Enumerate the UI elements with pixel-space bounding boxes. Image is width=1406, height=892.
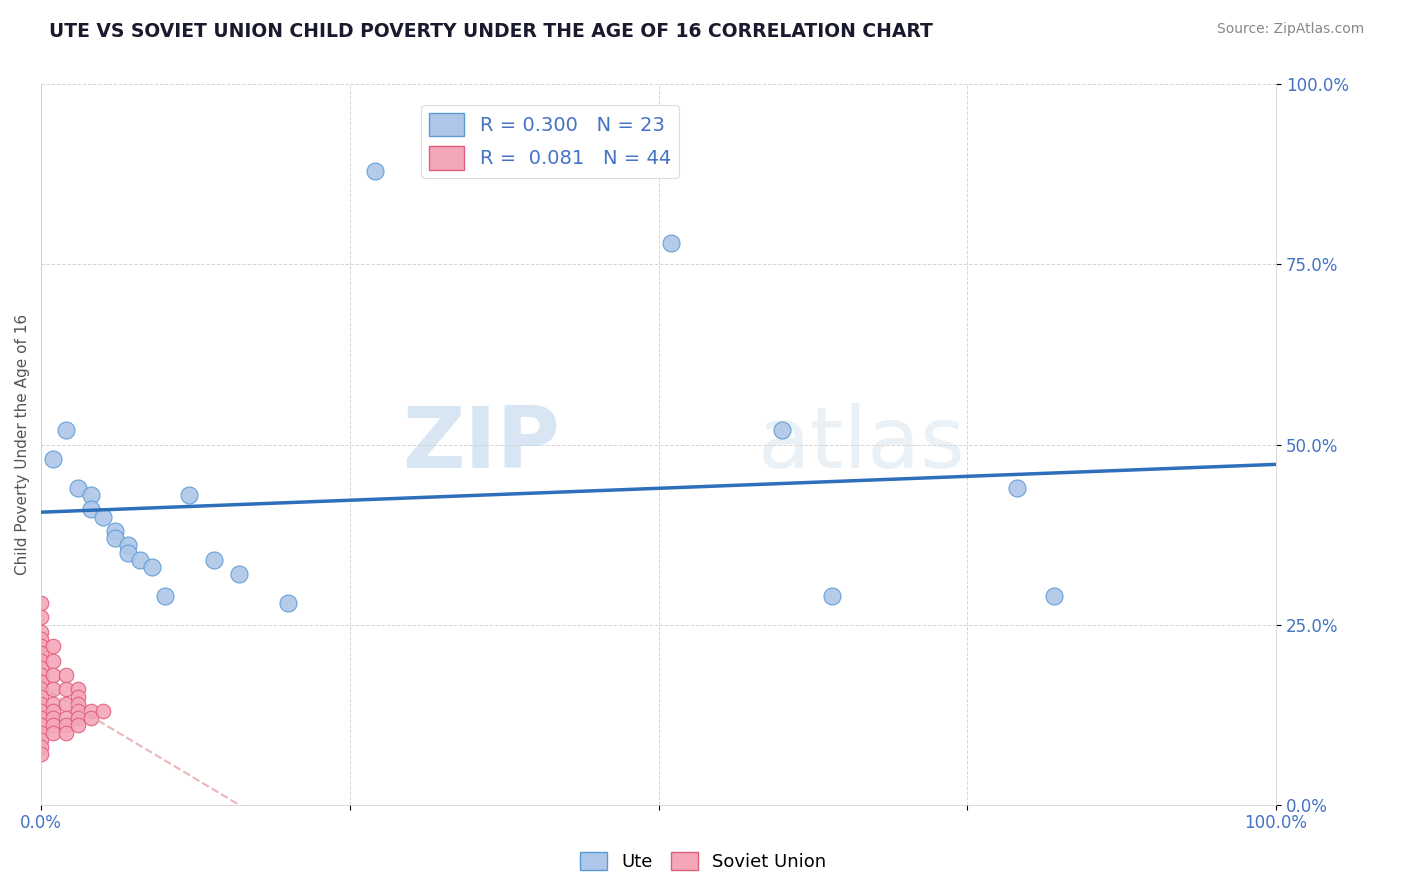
Point <box>55 718 77 732</box>
Point <box>91 509 114 524</box>
Point <box>104 531 127 545</box>
Point <box>228 567 250 582</box>
Text: Source: ZipAtlas.com: Source: ZipAtlas.com <box>1216 22 1364 37</box>
Legend: Ute, Soviet Union: Ute, Soviet Union <box>572 845 834 879</box>
Point <box>179 488 201 502</box>
Point <box>55 423 77 437</box>
Point <box>42 639 65 653</box>
Point <box>67 718 90 732</box>
Point <box>30 610 52 624</box>
Point <box>67 682 90 697</box>
Point <box>153 589 176 603</box>
Point <box>67 697 90 711</box>
Point <box>1005 481 1028 495</box>
Point <box>67 690 90 704</box>
Point <box>117 546 139 560</box>
Text: ZIP: ZIP <box>402 403 560 486</box>
Point <box>30 632 52 646</box>
Point <box>42 452 65 467</box>
Point <box>363 164 385 178</box>
Point <box>30 718 52 732</box>
Point <box>42 711 65 725</box>
Point <box>42 668 65 682</box>
Point <box>91 704 114 718</box>
Point <box>30 740 52 755</box>
Point <box>55 668 77 682</box>
Point <box>67 711 90 725</box>
Point <box>79 488 101 502</box>
Text: atlas: atlas <box>758 403 966 486</box>
Point <box>30 725 52 739</box>
Point <box>30 647 52 661</box>
Point <box>30 690 52 704</box>
Point <box>30 682 52 697</box>
Point <box>30 675 52 690</box>
Point <box>42 682 65 697</box>
Point <box>30 697 52 711</box>
Point <box>42 697 65 711</box>
Point <box>770 423 793 437</box>
Point <box>30 668 52 682</box>
Point <box>55 725 77 739</box>
Point <box>30 624 52 639</box>
Point <box>659 235 682 250</box>
Point <box>117 538 139 552</box>
Point <box>55 682 77 697</box>
Point <box>42 654 65 668</box>
Point <box>30 747 52 762</box>
Point <box>42 725 65 739</box>
Point <box>820 589 842 603</box>
Point <box>30 639 52 653</box>
Legend: R = 0.300   N = 23, R =  0.081   N = 44: R = 0.300 N = 23, R = 0.081 N = 44 <box>422 105 679 178</box>
Point <box>30 704 52 718</box>
Point <box>55 697 77 711</box>
Point <box>104 524 127 538</box>
Point <box>1043 589 1066 603</box>
Point <box>42 704 65 718</box>
Point <box>79 711 101 725</box>
Text: UTE VS SOVIET UNION CHILD POVERTY UNDER THE AGE OF 16 CORRELATION CHART: UTE VS SOVIET UNION CHILD POVERTY UNDER … <box>49 22 934 41</box>
Point <box>277 596 299 610</box>
Point <box>30 661 52 675</box>
Point <box>30 711 52 725</box>
Point <box>67 481 90 495</box>
Point <box>30 732 52 747</box>
Point <box>55 711 77 725</box>
Point <box>79 502 101 516</box>
Point <box>79 704 101 718</box>
Point <box>129 553 152 567</box>
Point <box>67 704 90 718</box>
Point <box>30 596 52 610</box>
Point <box>141 560 163 574</box>
Point <box>42 718 65 732</box>
Point <box>30 654 52 668</box>
Point <box>202 553 225 567</box>
Y-axis label: Child Poverty Under the Age of 16: Child Poverty Under the Age of 16 <box>15 314 30 575</box>
